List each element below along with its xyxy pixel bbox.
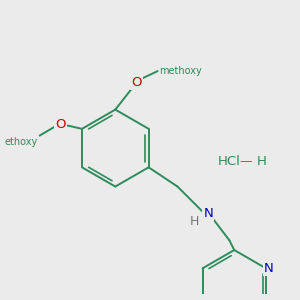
Text: O: O (131, 76, 142, 89)
Text: N: N (264, 262, 274, 275)
Text: H: H (257, 155, 267, 168)
Text: ethoxy: ethoxy (4, 137, 38, 148)
Text: O: O (56, 118, 66, 130)
Text: methoxy: methoxy (160, 66, 202, 76)
Text: —: — (239, 155, 251, 168)
Text: HCl: HCl (218, 155, 241, 168)
Text: N: N (203, 207, 213, 220)
Text: H: H (190, 215, 200, 228)
